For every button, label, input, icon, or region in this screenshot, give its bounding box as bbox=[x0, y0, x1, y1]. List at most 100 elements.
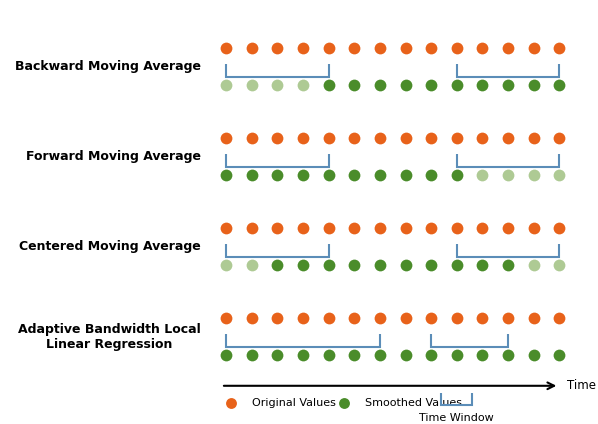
Point bbox=[478, 135, 487, 142]
Point bbox=[221, 352, 231, 359]
Point bbox=[401, 82, 410, 89]
Point bbox=[554, 352, 564, 359]
Point bbox=[349, 352, 359, 359]
Point bbox=[503, 262, 512, 268]
Point bbox=[401, 172, 410, 179]
Text: Time Window: Time Window bbox=[419, 413, 494, 423]
Text: Forward Moving Average: Forward Moving Average bbox=[26, 150, 200, 163]
Point bbox=[273, 45, 282, 52]
Point bbox=[452, 315, 462, 322]
Point bbox=[247, 45, 257, 52]
Point bbox=[401, 225, 410, 232]
Point bbox=[221, 135, 231, 142]
Point bbox=[426, 262, 436, 268]
Point bbox=[221, 82, 231, 89]
Point bbox=[247, 225, 257, 232]
Point bbox=[503, 45, 512, 52]
Point bbox=[478, 225, 487, 232]
Point bbox=[426, 135, 436, 142]
Point bbox=[247, 172, 257, 179]
Point bbox=[375, 135, 385, 142]
Point bbox=[221, 262, 231, 268]
Point bbox=[298, 45, 308, 52]
Point bbox=[554, 135, 564, 142]
Point bbox=[478, 262, 487, 268]
Point bbox=[221, 225, 231, 232]
Point bbox=[529, 352, 538, 359]
Point bbox=[221, 45, 231, 52]
Point bbox=[452, 82, 462, 89]
Point bbox=[426, 315, 436, 322]
Point bbox=[349, 262, 359, 268]
Point bbox=[401, 315, 410, 322]
Point bbox=[426, 172, 436, 179]
Point bbox=[375, 172, 385, 179]
Point bbox=[324, 315, 334, 322]
Point bbox=[452, 45, 462, 52]
Text: Backward Moving Average: Backward Moving Average bbox=[14, 60, 200, 73]
Point bbox=[554, 82, 564, 89]
Point bbox=[349, 172, 359, 179]
Point bbox=[298, 172, 308, 179]
Point bbox=[221, 315, 231, 322]
Point bbox=[401, 45, 410, 52]
Point bbox=[478, 172, 487, 179]
Point bbox=[375, 315, 385, 322]
Point bbox=[324, 82, 334, 89]
Point bbox=[298, 135, 308, 142]
Point bbox=[298, 82, 308, 89]
Point bbox=[478, 82, 487, 89]
Point bbox=[247, 315, 257, 322]
Point bbox=[375, 352, 385, 359]
Point bbox=[273, 172, 282, 179]
Point bbox=[452, 172, 462, 179]
Point bbox=[529, 315, 538, 322]
Point bbox=[324, 352, 334, 359]
Point bbox=[298, 352, 308, 359]
Point bbox=[503, 172, 512, 179]
Point bbox=[478, 315, 487, 322]
Text: Adaptive Bandwidth Local
Linear Regression: Adaptive Bandwidth Local Linear Regressi… bbox=[18, 323, 200, 351]
Point bbox=[503, 135, 512, 142]
Point bbox=[298, 225, 308, 232]
Text: Smoothed Values: Smoothed Values bbox=[365, 398, 462, 408]
Point bbox=[247, 135, 257, 142]
Point bbox=[324, 225, 334, 232]
Point bbox=[273, 262, 282, 268]
Point bbox=[247, 352, 257, 359]
Text: Centered Moving Average: Centered Moving Average bbox=[19, 240, 200, 253]
Point bbox=[401, 262, 410, 268]
Point bbox=[503, 352, 512, 359]
Point bbox=[375, 225, 385, 232]
Point bbox=[273, 225, 282, 232]
Point bbox=[247, 82, 257, 89]
Point bbox=[478, 45, 487, 52]
Point bbox=[227, 399, 236, 406]
Point bbox=[324, 45, 334, 52]
Point bbox=[452, 225, 462, 232]
Point bbox=[298, 262, 308, 268]
Point bbox=[529, 262, 538, 268]
Point bbox=[324, 262, 334, 268]
Point bbox=[349, 82, 359, 89]
Point bbox=[247, 262, 257, 268]
Point bbox=[554, 45, 564, 52]
Point bbox=[349, 135, 359, 142]
Point bbox=[375, 45, 385, 52]
Point bbox=[529, 225, 538, 232]
Point bbox=[349, 315, 359, 322]
Point bbox=[401, 135, 410, 142]
Point bbox=[452, 135, 462, 142]
Point bbox=[375, 82, 385, 89]
Point bbox=[426, 352, 436, 359]
Point bbox=[339, 399, 349, 406]
Point bbox=[375, 262, 385, 268]
Point bbox=[426, 82, 436, 89]
Point bbox=[478, 352, 487, 359]
Point bbox=[554, 315, 564, 322]
Text: Time: Time bbox=[567, 379, 596, 392]
Point bbox=[426, 225, 436, 232]
Point bbox=[554, 172, 564, 179]
Point bbox=[554, 262, 564, 268]
Point bbox=[221, 172, 231, 179]
